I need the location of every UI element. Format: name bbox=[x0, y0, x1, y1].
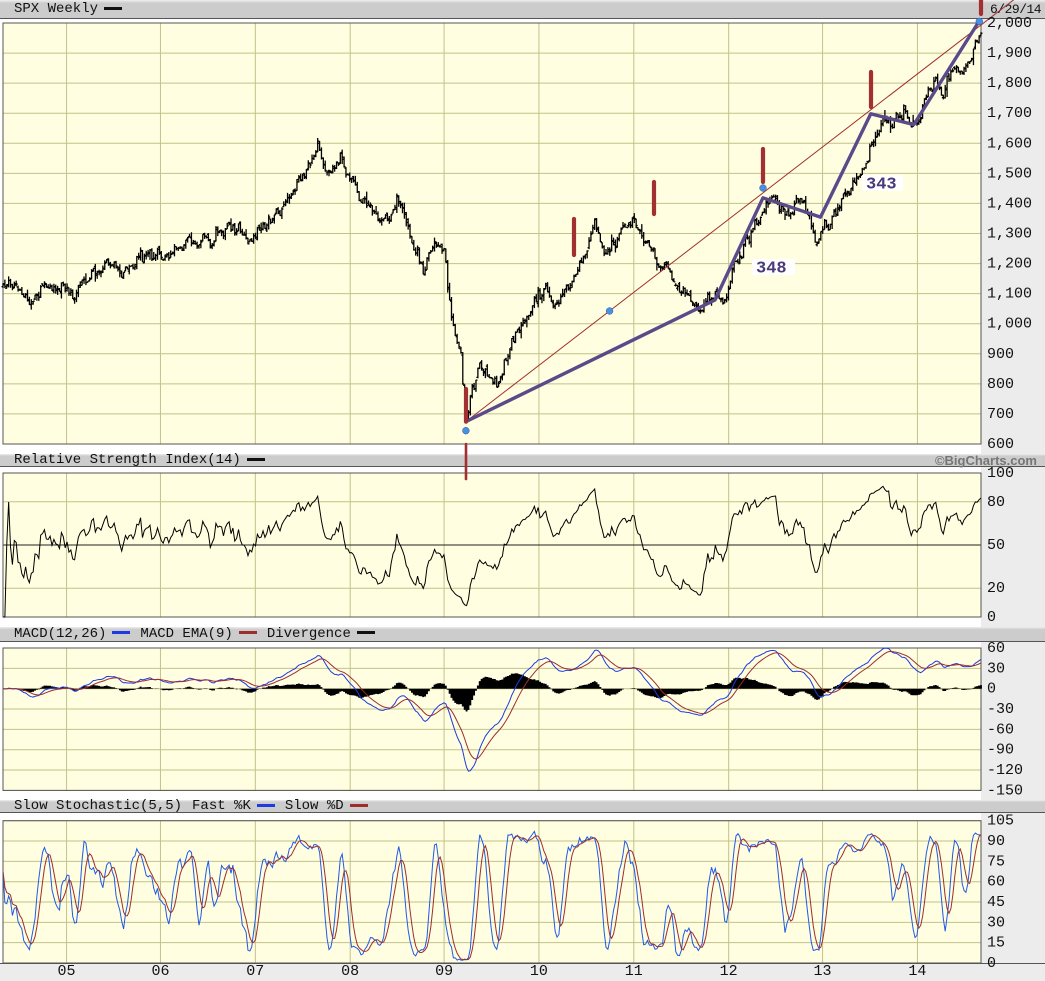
svg-text:-30: -30 bbox=[987, 701, 1014, 718]
svg-text:-90: -90 bbox=[987, 742, 1014, 759]
svg-text:-60: -60 bbox=[987, 721, 1014, 738]
svg-text:600: 600 bbox=[987, 436, 1014, 453]
svg-text:1,600: 1,600 bbox=[987, 135, 1032, 152]
svg-text:90: 90 bbox=[987, 833, 1005, 850]
svg-text:60: 60 bbox=[987, 640, 1005, 657]
svg-text:1,500: 1,500 bbox=[987, 165, 1032, 182]
svg-text:1,900: 1,900 bbox=[987, 45, 1032, 62]
svg-text:105: 105 bbox=[987, 813, 1014, 830]
svg-text:60: 60 bbox=[987, 874, 1005, 891]
svg-text:30: 30 bbox=[987, 914, 1005, 931]
svg-text:348: 348 bbox=[756, 260, 787, 279]
svg-text:75: 75 bbox=[987, 853, 1005, 870]
svg-text:0: 0 bbox=[987, 681, 996, 698]
svg-text:15: 15 bbox=[987, 935, 1005, 952]
svg-text:1,400: 1,400 bbox=[987, 195, 1032, 212]
svg-text:50: 50 bbox=[987, 537, 1005, 554]
svg-text:80: 80 bbox=[987, 494, 1005, 511]
svg-text:1,000: 1,000 bbox=[987, 316, 1032, 333]
svg-text:08: 08 bbox=[341, 963, 359, 980]
svg-text:20: 20 bbox=[987, 580, 1005, 597]
svg-text:13: 13 bbox=[814, 963, 832, 980]
svg-text:07: 07 bbox=[246, 963, 264, 980]
svg-text:1,800: 1,800 bbox=[987, 75, 1032, 92]
svg-text:30: 30 bbox=[987, 660, 1005, 677]
svg-text:1,700: 1,700 bbox=[987, 105, 1032, 122]
svg-text:800: 800 bbox=[987, 376, 1014, 393]
svg-text:06: 06 bbox=[151, 963, 169, 980]
svg-text:1,300: 1,300 bbox=[987, 226, 1032, 243]
svg-text:-150: -150 bbox=[987, 782, 1023, 799]
svg-text:700: 700 bbox=[987, 406, 1014, 423]
svg-text:14: 14 bbox=[908, 963, 926, 980]
svg-text:12: 12 bbox=[720, 963, 738, 980]
svg-text:09: 09 bbox=[435, 963, 453, 980]
svg-text:100: 100 bbox=[987, 465, 1014, 482]
svg-text:10: 10 bbox=[530, 963, 548, 980]
svg-text:05: 05 bbox=[58, 963, 76, 980]
svg-text:0: 0 bbox=[987, 955, 996, 972]
svg-text:343: 343 bbox=[866, 176, 897, 195]
svg-text:11: 11 bbox=[625, 963, 643, 980]
svg-text:900: 900 bbox=[987, 346, 1014, 363]
svg-text:45: 45 bbox=[987, 894, 1005, 911]
svg-text:1,100: 1,100 bbox=[987, 286, 1032, 303]
svg-text:0: 0 bbox=[987, 609, 996, 626]
svg-text:1,200: 1,200 bbox=[987, 256, 1032, 273]
svg-text:2,000: 2,000 bbox=[987, 15, 1032, 32]
svg-text:-120: -120 bbox=[987, 762, 1023, 779]
